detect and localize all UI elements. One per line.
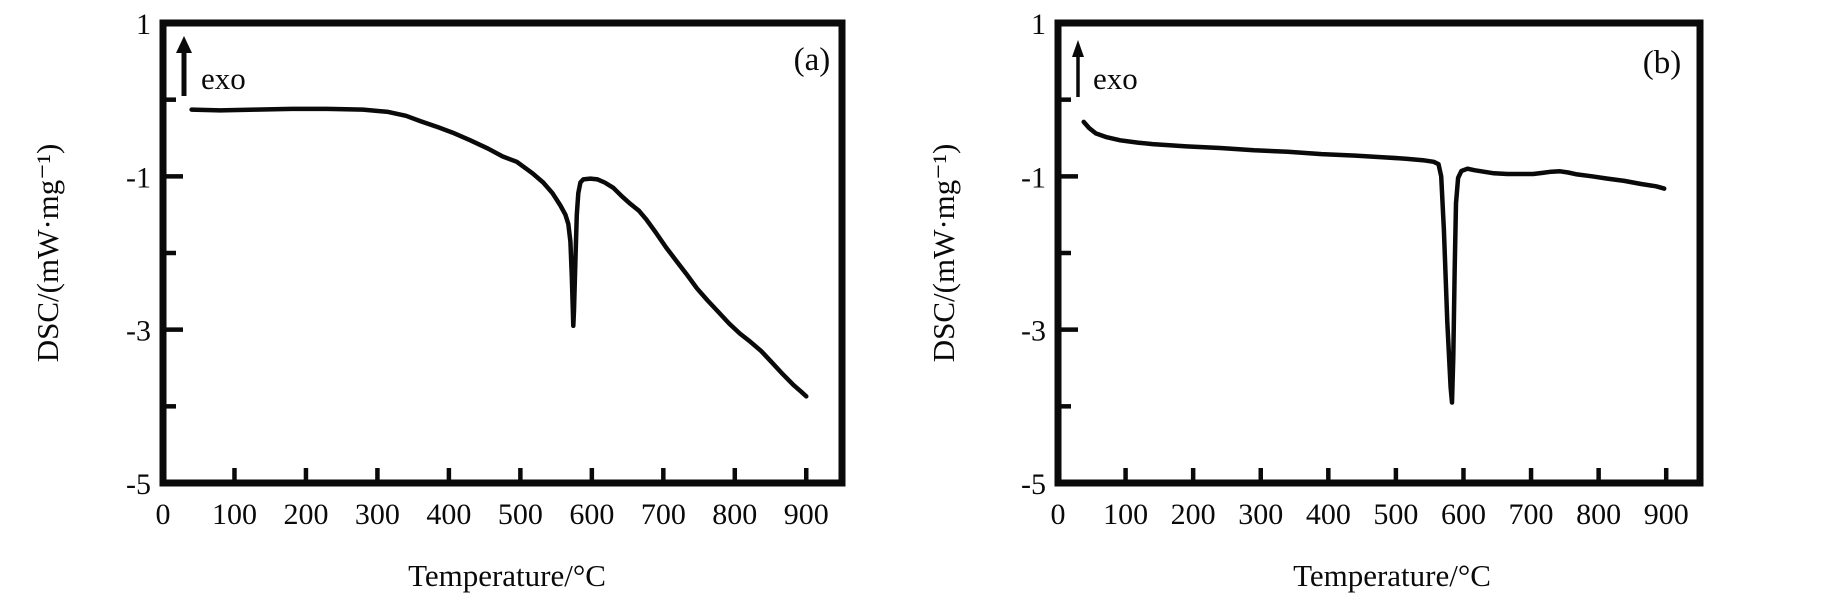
x-tick-label: 500 bbox=[1373, 498, 1418, 531]
y-tick-label: 1 bbox=[136, 8, 151, 41]
x-tick-label: 300 bbox=[1238, 498, 1283, 531]
x-axis-title: Temperature/°C bbox=[1293, 558, 1491, 593]
dsc-curve bbox=[1081, 119, 1667, 405]
x-tick-label: 500 bbox=[498, 498, 543, 531]
x-tick-label: 200 bbox=[283, 498, 328, 531]
x-tick-label: 700 bbox=[641, 498, 686, 531]
x-tick-label: 800 bbox=[712, 498, 757, 531]
y-tick-label: -1 bbox=[126, 161, 151, 194]
y-tick-label: -5 bbox=[126, 468, 151, 501]
exo-label: exo bbox=[201, 61, 246, 96]
y-tick-label: -3 bbox=[1021, 315, 1046, 348]
y-tick-label: -5 bbox=[1021, 468, 1046, 501]
x-tick-label: 200 bbox=[1171, 498, 1216, 531]
x-tick-label: 0 bbox=[156, 498, 171, 531]
x-tick-label: 800 bbox=[1576, 498, 1621, 531]
x-tick-label: 400 bbox=[426, 498, 471, 531]
exo-arrowhead-icon bbox=[176, 36, 192, 53]
x-tick-label: 400 bbox=[1306, 498, 1351, 531]
x-tick-label: 900 bbox=[784, 498, 829, 531]
x-tick-label: 100 bbox=[212, 498, 257, 531]
x-tick-label: 700 bbox=[1509, 498, 1554, 531]
y-axis-title: DSC/(mW·mg⁻¹) bbox=[30, 144, 65, 363]
panel-label: (b) bbox=[1643, 45, 1681, 81]
x-tick-label: 300 bbox=[355, 498, 400, 531]
plot-frame bbox=[1054, 19, 1704, 487]
panel-b: 0 100 200 300 400 500 600 700 800 900 1 -1 -3 -5 exo (b… bbox=[926, 8, 1704, 593]
exo-arrowhead-icon bbox=[1072, 40, 1084, 57]
y-axis-title: DSC/(mW·mg⁻¹) bbox=[926, 144, 961, 363]
x-tick-label: 0 bbox=[1051, 498, 1066, 531]
exo-label: exo bbox=[1093, 61, 1138, 96]
y-tick-label: -1 bbox=[1021, 161, 1046, 194]
x-tick-label: 600 bbox=[569, 498, 614, 531]
plot-frame bbox=[159, 19, 846, 487]
x-tick-label: 100 bbox=[1103, 498, 1148, 531]
dsc-curve bbox=[189, 106, 809, 399]
x-axis-title: Temperature/°C bbox=[408, 558, 606, 593]
panel-label: (a) bbox=[794, 42, 831, 78]
x-tick-label: 900 bbox=[1644, 498, 1689, 531]
panel-a: 0 100 200 300 400 500 600 700 800 900 1 -1 -3 -5 exo (a… bbox=[30, 8, 846, 593]
y-tick-label: 1 bbox=[1031, 8, 1046, 41]
x-tick-label: 600 bbox=[1441, 498, 1486, 531]
y-tick-label: -3 bbox=[126, 315, 151, 348]
